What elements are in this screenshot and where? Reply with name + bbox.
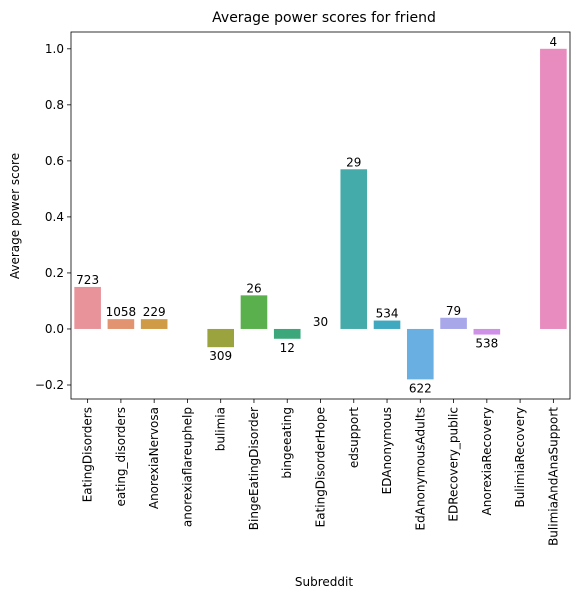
chart-title: Average power scores for friend	[212, 10, 436, 26]
data-label-EDRecovery_public: 79	[446, 304, 461, 318]
x-axis-label: Subreddit	[295, 575, 353, 589]
bar-edsupport	[340, 169, 368, 329]
bar-EDAnonymous	[373, 320, 401, 329]
x-tick-label-EDAnonymous: EDAnonymous	[380, 407, 394, 494]
bar-AnorexiaRecovery	[473, 328, 501, 335]
bar-AnorexiaNervosa	[140, 319, 168, 329]
data-label-BulimiaAndAnaSupport: 4	[550, 35, 558, 49]
plot-frame	[70, 31, 571, 400]
bar-bingeeating	[273, 328, 301, 339]
data-label-bingeeating: 12	[280, 341, 295, 355]
x-tick-label-BingeEatingDisorder: BingeEatingDisorder	[247, 407, 261, 530]
data-label-EatingDisorderHope: 30	[313, 315, 328, 329]
bar-BingeEatingDisorder	[240, 295, 268, 329]
data-labels-group: 723 1058 229 309 26 12 30 29 534 622 79 538 4	[76, 35, 557, 396]
data-label-bulimia: 309	[209, 349, 232, 363]
x-tick-label-edsupport: edsupport	[347, 407, 361, 468]
bar-EdAnonymousAdults	[406, 328, 434, 380]
y-axis: −0.2 0.0 0.2 0.4 0.6 0.8 1.0	[35, 42, 71, 392]
data-label-EDAnonymous: 534	[376, 307, 399, 321]
bar-EDRecovery_public	[440, 317, 467, 329]
x-tick-label-BulimiaAndAnaSupport: BulimiaAndAnaSupport	[546, 407, 560, 546]
x-tick-label-anorexiaflareuphelp: anorexiaflareuphelp	[180, 407, 194, 527]
y-tick-label: 0.0	[45, 322, 64, 336]
data-label-EatingDisorders: 723	[76, 273, 99, 287]
x-tick-label-EatingDisorders: EatingDisorders	[81, 407, 95, 502]
y-tick-label: 0.8	[45, 98, 64, 112]
data-label-edsupport: 29	[346, 155, 361, 169]
x-tick-label-AnorexiaNervosa: AnorexiaNervosa	[147, 407, 161, 509]
data-label-BingeEatingDisorder: 26	[246, 281, 261, 295]
x-axis: EatingDisorders eating_disorders AnorexiaN…	[81, 399, 560, 546]
x-tick-label-EDRecovery_public: EDRecovery_public	[447, 407, 461, 522]
x-tick-label-EdAnonymousAdults: EdAnonymousAdults	[413, 407, 427, 530]
y-axis-label: Average power score	[8, 153, 22, 279]
y-tick-label: 0.4	[45, 210, 64, 224]
bar-eating_disorders	[107, 319, 135, 329]
y-tick-label: 1.0	[45, 42, 64, 56]
data-label-AnorexiaNervosa: 229	[143, 305, 166, 319]
bar-BulimiaAndAnaSupport	[540, 48, 567, 329]
x-tick-label-EatingDisorderHope: EatingDisorderHope	[314, 407, 328, 527]
x-tick-label-eating_disorders: eating_disorders	[114, 407, 128, 506]
data-label-eating_disorders: 1058	[106, 305, 137, 319]
x-tick-label-bingeeating: bingeeating	[280, 407, 294, 479]
x-tick-label-BulimiaRecovery: BulimiaRecovery	[513, 407, 527, 508]
y-tick-label: 0.6	[45, 154, 64, 168]
bar-bulimia	[207, 328, 235, 348]
data-label-AnorexiaRecovery: 538	[475, 337, 498, 351]
x-tick-label-AnorexiaRecovery: AnorexiaRecovery	[480, 407, 494, 515]
bars-group	[74, 48, 567, 380]
data-label-EdAnonymousAdults: 622	[409, 381, 432, 395]
y-tick-label: 0.2	[45, 266, 64, 280]
y-tick-label: −0.2	[35, 378, 64, 392]
x-tick-label-bulimia: bulimia	[214, 407, 228, 451]
bar-EatingDisorders	[74, 286, 101, 329]
